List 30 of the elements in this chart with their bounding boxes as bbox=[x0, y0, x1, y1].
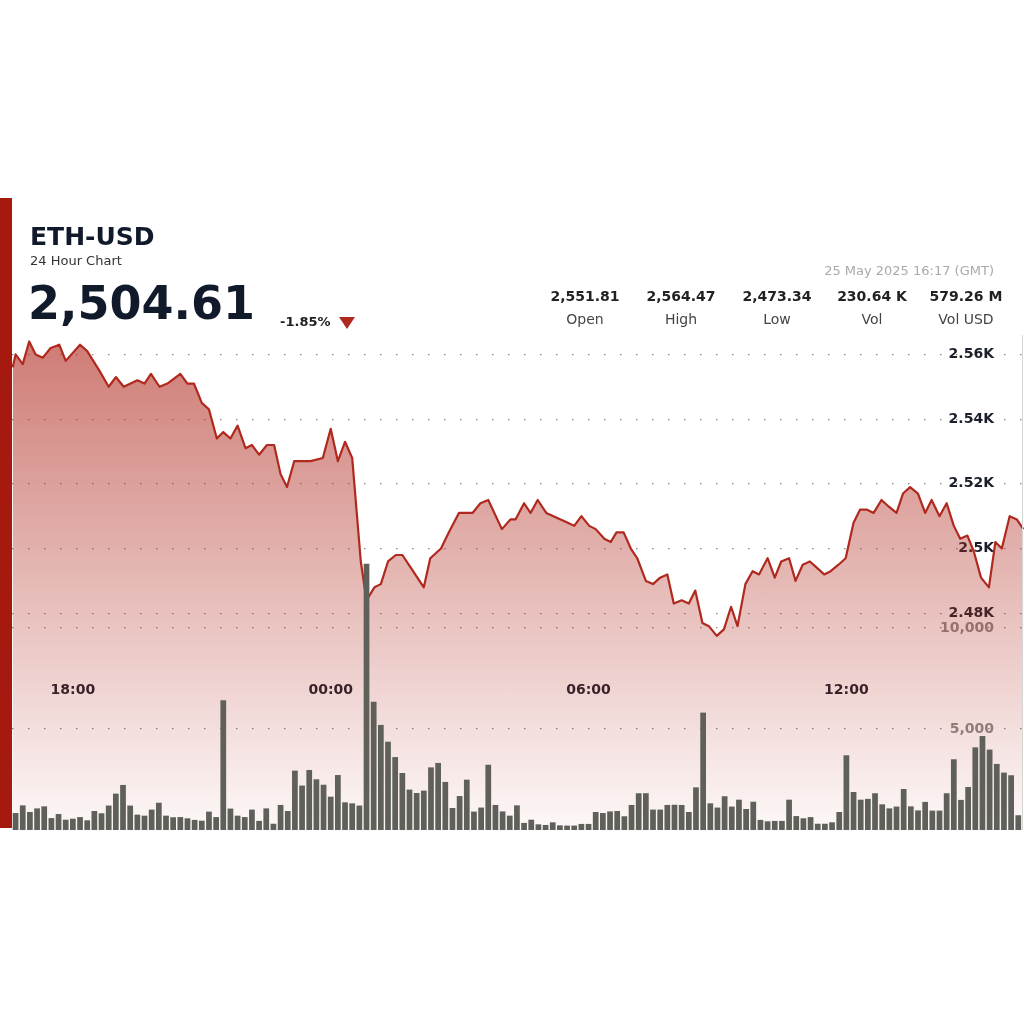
text: 2,473.34 bbox=[742, 288, 812, 304]
y-tick-label: 2.56K bbox=[948, 345, 996, 362]
x-tick-label: 18:00 bbox=[50, 681, 96, 698]
text: Open bbox=[566, 311, 604, 327]
x-tick-label: 12:00 bbox=[824, 681, 869, 698]
y-tick-label: 2.52K bbox=[948, 474, 996, 491]
text: 230.64 K bbox=[837, 288, 907, 304]
y-tick-label: 2.54K bbox=[948, 409, 996, 426]
text: Low bbox=[763, 311, 791, 327]
text: 2,551.81 bbox=[550, 288, 620, 304]
x-tick-label: 06:00 bbox=[566, 681, 612, 698]
x-tick-label: 00:00 bbox=[308, 681, 354, 698]
y2-tick-label: 5,000 bbox=[949, 719, 995, 736]
text: -1.85% bbox=[280, 314, 331, 329]
bar bbox=[800, 818, 807, 830]
text: 25 May 2025 16:17 (GMT) bbox=[824, 263, 994, 278]
text: 2,504.61 bbox=[28, 276, 255, 330]
bar bbox=[499, 811, 506, 830]
text: High bbox=[664, 311, 698, 327]
text: Vol USD bbox=[938, 311, 994, 327]
chart-title: ETH-USD bbox=[30, 222, 155, 251]
y-tick-label: 2.48K bbox=[948, 603, 996, 620]
text: 579.26 M bbox=[929, 288, 1003, 304]
bar bbox=[184, 818, 191, 830]
chart-subtitle: 24 Hour Chart bbox=[30, 253, 122, 268]
text: 2,564.47 bbox=[646, 288, 716, 304]
y2-tick-label: 10,000 bbox=[939, 618, 995, 635]
text: Vol bbox=[861, 311, 883, 327]
bar bbox=[535, 824, 542, 830]
bar bbox=[764, 821, 771, 830]
